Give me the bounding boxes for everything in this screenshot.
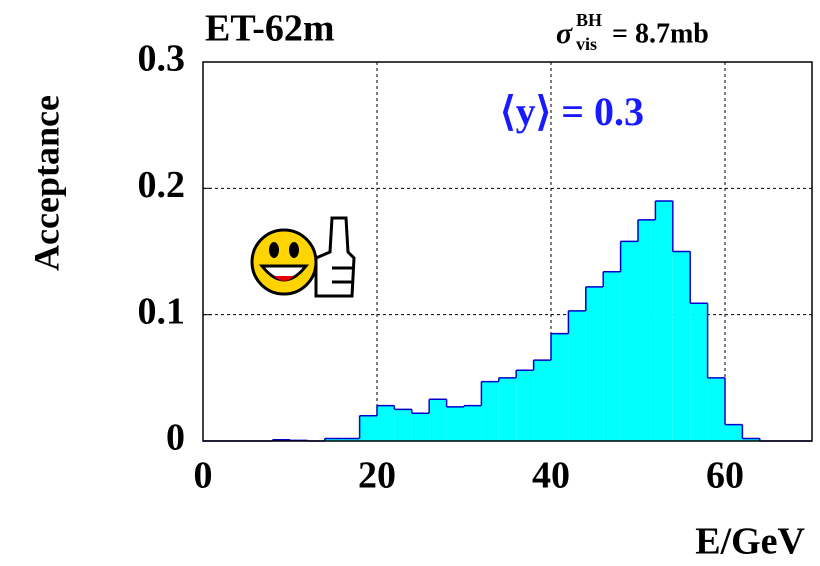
bar [725,424,743,441]
value-text: = 8.7mb [612,18,709,49]
y-tick-label: 0 [166,417,185,459]
bar [377,405,395,441]
y-tick-label: 0.2 [138,164,186,206]
symbol: σ [556,17,573,50]
bar [742,438,760,441]
x-tick-label: 60 [706,455,744,497]
y-tick-label: 0.1 [138,290,186,332]
bar [620,241,638,441]
smiley-icon [250,216,356,298]
bar [655,200,673,441]
bar [638,219,656,441]
bar [411,413,430,441]
x-tick-label: 40 [532,455,570,497]
x-tick-label: 0 [194,455,213,497]
bar [516,370,534,441]
bar [342,438,360,441]
x-tick-label: 20 [358,455,396,497]
bar [551,333,569,441]
bar [690,303,708,441]
bar [498,377,517,441]
plot-frame [202,61,813,442]
cross-section-label: σ BH vis = 8.7mb [556,10,709,54]
bar [429,399,447,441]
bar [446,406,464,441]
chart-title: ET-62m [205,8,335,50]
mean-y-label: ⟨y⟩ = 0.3 [500,89,644,134]
superscript: BH [576,10,602,30]
bar [481,381,499,441]
bar [568,310,586,441]
y-axis-label: Acceptance [26,95,66,271]
bar [585,286,604,441]
bar [324,438,343,441]
bar [672,251,691,441]
bar [359,415,377,441]
x-axis-label: E/GeV [695,521,805,563]
bar [394,409,412,441]
bar [464,405,482,441]
bar [533,360,551,441]
y-tick-label: 0.3 [138,38,186,80]
subscript: vis [576,34,597,54]
bar [707,377,725,441]
bar [603,271,621,441]
plot-area: 0 0.1 0.2 0.3 0 20 40 60 [138,38,813,497]
